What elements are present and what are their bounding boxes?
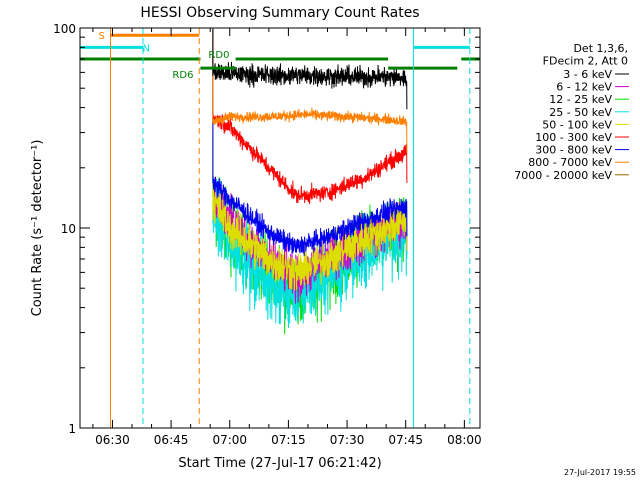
legend-label-4: 50 - 100 keV xyxy=(542,118,612,131)
legend-label-7: 800 - 7000 keV xyxy=(528,156,612,169)
series-line-4 xyxy=(212,28,408,291)
y-tick-label-1: 10 xyxy=(61,222,76,236)
flag-label-3: RD6 xyxy=(172,70,193,81)
x-tick-label-0: 06:30 xyxy=(95,433,130,447)
flag-label-2: RD0 xyxy=(208,50,229,61)
x-tick-label-6: 08:00 xyxy=(447,433,482,447)
series-line-7 xyxy=(212,28,408,153)
data-layer xyxy=(212,28,408,335)
plot-frame xyxy=(79,27,481,429)
legend-label-8: 7000 - 20000 keV xyxy=(514,169,612,182)
legend-header-0: Det 1,3,6, xyxy=(573,42,628,55)
x-tick-label-1: 06:45 xyxy=(154,433,189,447)
series-line-0 xyxy=(212,28,408,110)
flag-bars: S N RD0 RD6 xyxy=(80,31,480,81)
legend-header-1: FDecim 2, Att 0 xyxy=(543,55,628,68)
y-tick-label-2: 100 xyxy=(53,22,76,36)
legend-label-2: 12 - 25 keV xyxy=(549,93,612,106)
axes: 06:30 06:45 07:00 07:15 07:30 07:45 08:00 1 10 10… xyxy=(53,22,482,447)
x-tick-label-4: 07:30 xyxy=(330,433,365,447)
y-axis-label: Count Rate (s⁻¹ detector⁻¹) xyxy=(30,140,45,317)
legend-label-0: 3 - 6 keV xyxy=(563,68,612,81)
chart-title: HESSI Observing Summary Count Rates xyxy=(140,5,419,21)
flag-label-1: N xyxy=(142,43,149,54)
x-tick-label-5: 07:45 xyxy=(388,433,423,447)
x-tick-label-3: 07:15 xyxy=(271,433,306,447)
legend-label-1: 6 - 12 keV xyxy=(556,81,612,94)
y-tick-label-0: 1 xyxy=(68,422,76,436)
legend-label-6: 300 - 800 keV xyxy=(535,144,612,157)
legend-label-5: 100 - 300 keV xyxy=(535,131,612,144)
x-axis-label: Start Time (27-Jul-17 06:21:42) xyxy=(178,456,381,471)
footer-timestamp: 27-Jul-2017 19:55 xyxy=(564,468,636,477)
series-line-5 xyxy=(212,28,408,205)
legend-label-3: 25 - 50 keV xyxy=(549,106,612,119)
vertical-markers xyxy=(109,28,471,428)
flag-label-0: S xyxy=(98,31,104,42)
x-tick-label-2: 07:00 xyxy=(212,433,247,447)
series-line-6 xyxy=(212,28,408,256)
